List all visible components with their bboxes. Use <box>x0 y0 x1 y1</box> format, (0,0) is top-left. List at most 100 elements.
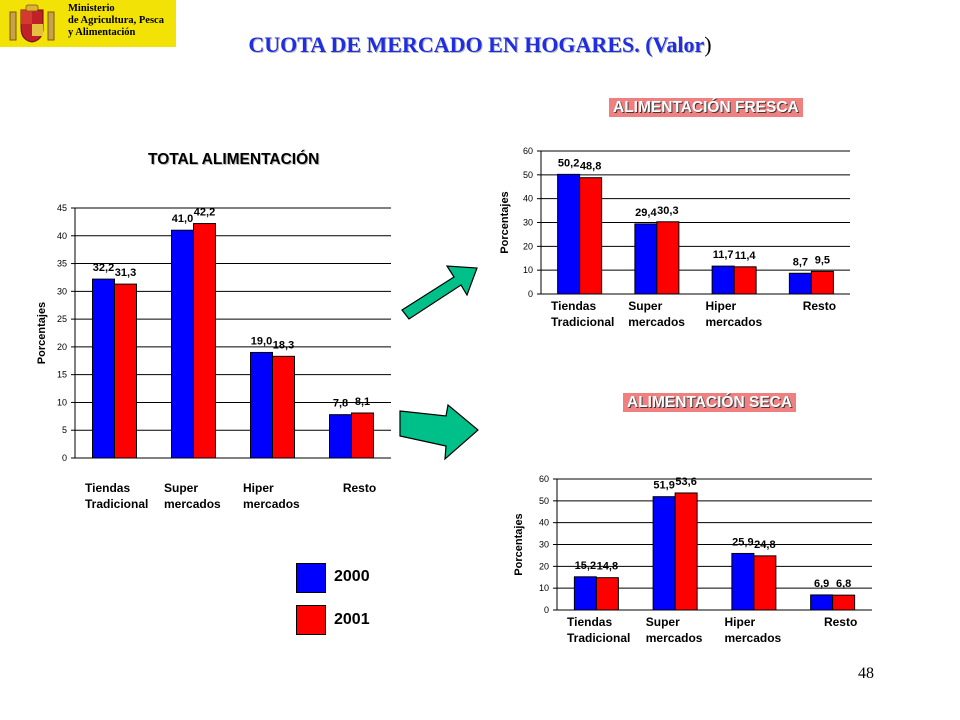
y-tick-label: 30 <box>57 286 67 296</box>
y-tick-label: 10 <box>57 397 67 407</box>
org-line-2: de Agricultura, Pesca <box>68 15 164 26</box>
category-label: Tradicional <box>551 315 614 329</box>
bar-2000 <box>731 552 755 611</box>
y-tick-label: 0 <box>528 289 533 299</box>
category-label: Tradicional <box>85 497 148 511</box>
data-label: 42,2 <box>194 207 215 219</box>
category-label: Resto <box>824 615 857 629</box>
category-label: Hiper <box>243 481 274 495</box>
y-tick-label: 25 <box>57 314 67 324</box>
data-label: 50,2 <box>558 157 579 169</box>
data-label: 6,8 <box>836 578 851 590</box>
bar-2001 <box>193 223 216 459</box>
category-label: Hiper <box>725 615 756 629</box>
y-tick-label: 0 <box>544 605 549 615</box>
data-label: 41,0 <box>172 213 193 225</box>
y-tick-label: 30 <box>523 218 533 228</box>
y-tick-label: 30 <box>539 540 549 550</box>
page-title: CUOTA DE MERCADO EN HOGARES. (Valor) <box>0 32 960 58</box>
bar-2000 <box>573 576 597 611</box>
y-tick-label: 50 <box>523 170 533 180</box>
data-label: 11,4 <box>735 250 757 262</box>
bar-2000 <box>652 496 676 611</box>
y-tick-label: 20 <box>523 241 533 251</box>
page-title-text: CUOTA DE MERCADO EN HOGARES. (Valor <box>248 32 705 57</box>
bar-2001 <box>656 221 680 295</box>
bar-2001 <box>753 555 777 611</box>
chart-title-fresca: ALIMENTACIÓN FRESCA <box>609 98 803 117</box>
data-label: 25,9 <box>732 536 753 548</box>
legend-label-2000: 2000 <box>334 568 370 585</box>
category-label: Tiendas <box>567 615 612 629</box>
category-label: Super <box>646 615 680 629</box>
y-tick-label: 50 <box>539 496 549 506</box>
bar-2000 <box>810 594 834 611</box>
category-label: Super <box>164 481 198 495</box>
y-tick-label: 35 <box>57 259 67 269</box>
category-label: Tiendas <box>551 299 596 313</box>
bar-2001 <box>114 283 137 459</box>
category-label: Resto <box>803 299 836 313</box>
data-label: 29,4 <box>635 207 657 219</box>
y-tick-label: 0 <box>62 453 67 463</box>
page-number: 48 <box>858 665 874 682</box>
y-axis-label: Porcentajes <box>499 191 511 253</box>
y-tick-label: 60 <box>523 146 533 156</box>
data-label: 31,3 <box>115 267 136 279</box>
category-label: Tradicional <box>567 631 630 645</box>
y-tick-label: 10 <box>523 265 533 275</box>
category-label: mercados <box>725 631 782 645</box>
y-tick-label: 5 <box>62 425 67 435</box>
legend-swatch-2001 <box>296 605 326 635</box>
data-label: 8,7 <box>793 256 808 268</box>
data-label: 15,2 <box>575 560 596 572</box>
org-line-3: y Alimentación <box>68 27 136 38</box>
y-axis-label: Porcentajes <box>513 513 525 575</box>
y-tick-label: 45 <box>57 203 67 213</box>
category-label: mercados <box>243 497 300 511</box>
bar-2001 <box>351 412 374 459</box>
legend-swatch-2000 <box>296 563 326 593</box>
category-label: Resto <box>343 481 376 495</box>
data-label: 9,5 <box>815 254 830 266</box>
data-label: 48,8 <box>580 161 601 173</box>
category-label: mercados <box>164 497 221 511</box>
category-label: mercados <box>706 315 763 329</box>
category-label: Super <box>628 299 662 313</box>
data-label: 19,0 <box>251 335 272 347</box>
data-label: 18,3 <box>273 339 294 351</box>
page-title-close: ) <box>704 32 712 57</box>
y-tick-label: 40 <box>523 194 533 204</box>
data-label: 14,8 <box>597 561 618 573</box>
category-label: mercados <box>628 315 685 329</box>
bar-2001 <box>272 355 295 459</box>
bar-2001 <box>579 177 603 295</box>
data-label: 6,9 <box>814 578 829 590</box>
category-label: Tiendas <box>85 481 130 495</box>
data-label: 11,7 <box>713 249 734 261</box>
data-label: 8,1 <box>355 396 370 408</box>
y-tick-label: 60 <box>539 474 549 484</box>
chart-title-total: TOTAL ALIMENTACIÓN <box>148 151 320 168</box>
data-label: 30,3 <box>657 205 678 217</box>
arrow-to-seca-icon <box>399 403 479 461</box>
legend-label-2001: 2001 <box>334 611 370 628</box>
bar-2001 <box>674 492 698 611</box>
category-label: mercados <box>646 631 703 645</box>
data-label: 24,8 <box>754 539 775 551</box>
y-tick-label: 40 <box>57 231 67 241</box>
y-tick-label: 15 <box>57 370 67 380</box>
chart-title-seca: ALIMENTACIÓN SECA <box>623 393 797 412</box>
data-label: 32,2 <box>93 262 114 274</box>
arrow-to-fresca-icon <box>401 265 478 320</box>
data-label: 7,8 <box>333 398 348 410</box>
ministry-logo: Ministerio de Agricultura, Pesca y Alime… <box>0 0 176 47</box>
y-tick-label: 40 <box>539 518 549 528</box>
data-label: 53,6 <box>675 476 696 488</box>
y-axis-label: Porcentajes <box>36 302 48 364</box>
y-tick-label: 20 <box>57 342 67 352</box>
